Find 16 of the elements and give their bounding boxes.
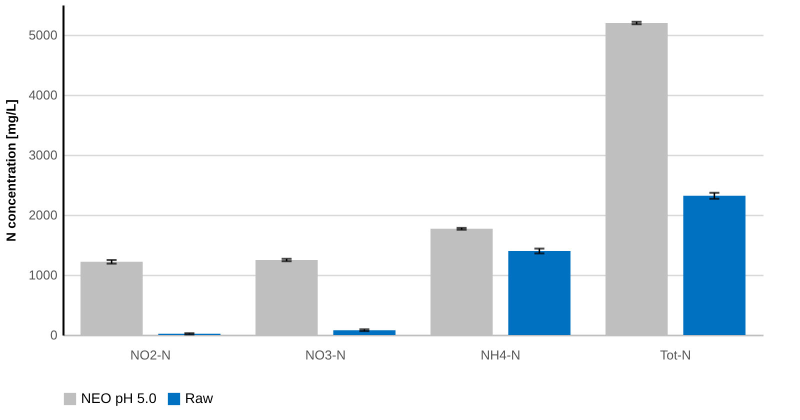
y-tick-label: 4000: [28, 88, 58, 102]
bar: [683, 196, 746, 335]
x-tick-label: NO3-N: [305, 348, 346, 362]
bar: [508, 251, 570, 335]
y-tick-label: 3000: [28, 148, 58, 162]
x-tick-label: Tot-N: [660, 348, 692, 362]
x-tick-label: NO2-N: [130, 348, 171, 362]
bar: [333, 330, 396, 335]
legend-label: Raw: [185, 390, 214, 406]
x-tick-label: NH4-N: [480, 348, 520, 362]
y-tick-label: 2000: [28, 208, 58, 222]
y-axis-title: N concentration [mg/L]: [4, 99, 19, 242]
y-tick-label: 0: [50, 328, 58, 342]
y-tick-label: 5000: [28, 28, 58, 42]
y-tick-label: 1000: [28, 268, 58, 282]
legend-label: NEO pH 5.0: [81, 390, 157, 406]
